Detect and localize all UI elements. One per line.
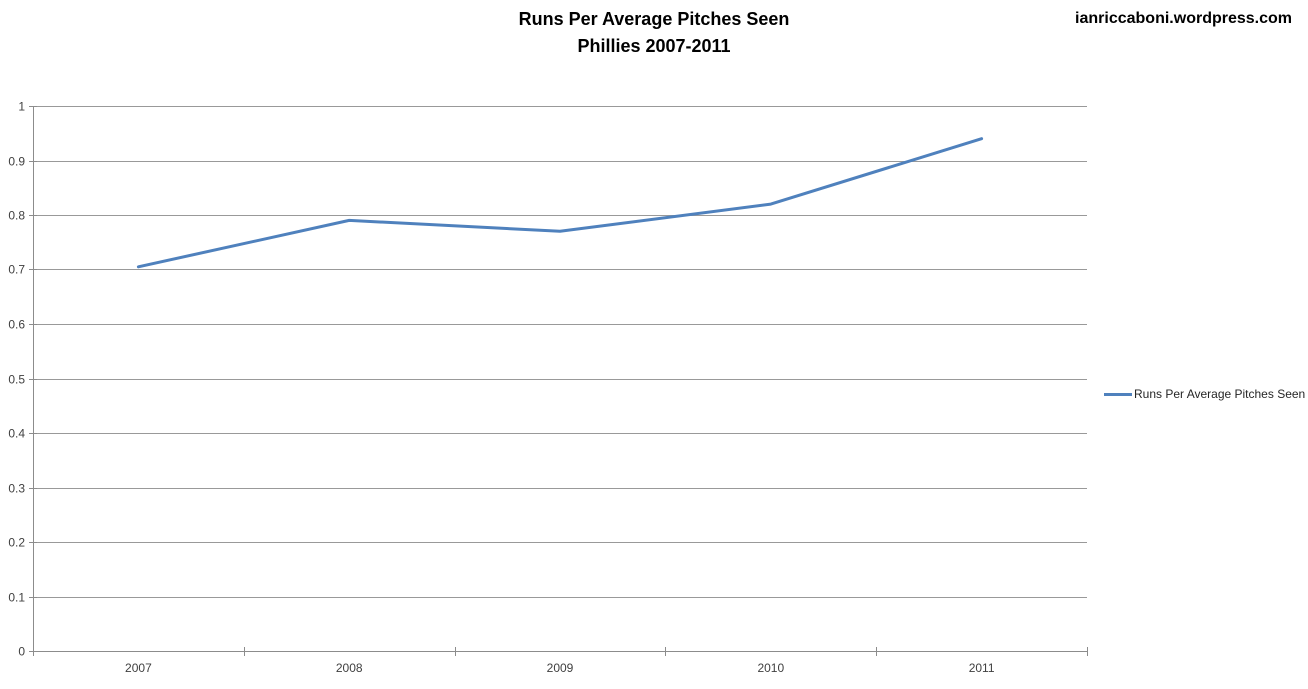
y-tick-label: 0.7	[8, 263, 25, 277]
chart-title-block: Runs Per Average Pitches Seen Phillies 2…	[0, 6, 1308, 60]
x-tick-label: 2009	[547, 661, 574, 675]
legend: Runs Per Average Pitches Seen	[1104, 386, 1305, 402]
x-tick-label: 2008	[336, 661, 363, 675]
legend-line-swatch	[1104, 392, 1132, 396]
y-tick-label: 0.3	[8, 482, 25, 496]
y-tick-label: 0.2	[8, 536, 25, 550]
y-tick-label: 0.8	[8, 209, 25, 223]
chart-subtitle: Phillies 2007-2011	[577, 36, 731, 56]
x-tick-label: 2010	[757, 661, 784, 675]
chart-title: Runs Per Average Pitches Seen	[518, 9, 790, 29]
series-line	[136, 137, 984, 269]
y-tick-label: 0.1	[8, 591, 25, 605]
x-tick-label: 2007	[125, 661, 152, 675]
y-tick-label: 0.5	[8, 373, 25, 387]
x-tick-label: 2011	[969, 661, 995, 675]
y-tick-label: 0.4	[8, 427, 25, 441]
y-tick-label: 1	[18, 100, 25, 114]
legend-label: Runs Per Average Pitches Seen	[1134, 387, 1306, 401]
watermark-url: ianriccaboni.wordpress.com	[1075, 10, 1292, 27]
y-tick-label: 0.9	[8, 155, 25, 169]
y-tick-label: 0	[18, 645, 25, 659]
y-tick-label: 0.6	[8, 318, 25, 332]
